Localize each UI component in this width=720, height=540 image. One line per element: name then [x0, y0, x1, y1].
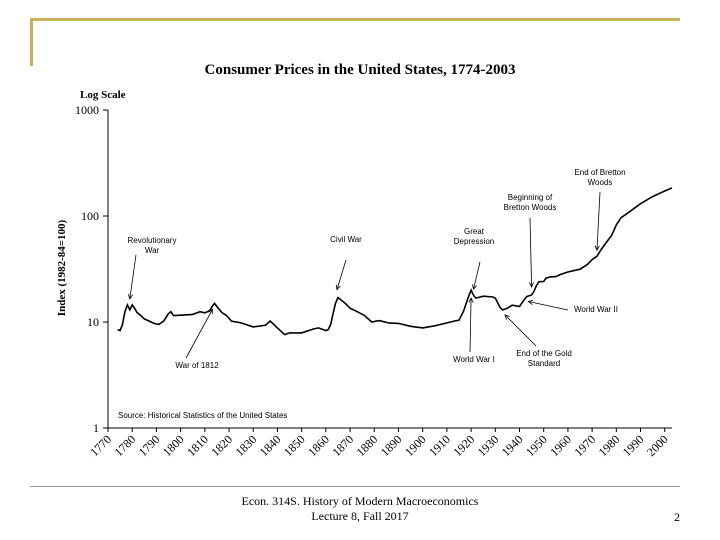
page-number: 2: [674, 510, 680, 524]
annotation-pointer: [528, 301, 569, 311]
x-tick-label: 1770: [87, 432, 114, 459]
annotation-label: Standard: [528, 359, 560, 368]
x-tick-label: 1900: [402, 432, 429, 459]
annotation-arrowhead: [504, 314, 510, 320]
x-tick-label: 1930: [475, 432, 502, 459]
annotation-pointer: [185, 309, 213, 359]
annotation-arrowhead: [335, 284, 341, 291]
x-tick-label: 1810: [184, 432, 211, 459]
x-tick-label: 1780: [111, 432, 138, 459]
annotation-label: Civil War: [330, 235, 362, 244]
footer: Econ. 314S. History of Modern Macroecono…: [0, 494, 720, 524]
x-tick-label: 1890: [378, 432, 405, 459]
x-tick-label: 1990: [620, 432, 647, 459]
x-tick-label: 1910: [426, 432, 453, 459]
x-tick-label: 1790: [136, 432, 163, 459]
footer-divider: [30, 486, 680, 487]
annotation-pointer: [529, 217, 533, 287]
x-tick-label: 1830: [232, 432, 259, 459]
x-tick-label: 1920: [450, 432, 477, 459]
y-tick-label: 10: [87, 315, 99, 329]
annotation-label: Revolutionary: [128, 236, 177, 245]
decor-bar-horizontal: [30, 18, 680, 21]
y-tick-label: 1: [93, 421, 99, 435]
annotation-pointer: [596, 191, 601, 251]
x-tick-label: 1870: [329, 432, 356, 459]
annotation-pointer: [469, 298, 472, 353]
x-tick-label: 1800: [160, 432, 187, 459]
x-tick-label: 1940: [499, 432, 526, 459]
annotation-label: World War II: [574, 305, 618, 314]
annotation-pointer: [473, 261, 481, 290]
y-tick-label: 100: [81, 209, 99, 223]
annotation-arrowhead: [527, 299, 534, 305]
annotation-label: World War I: [453, 355, 495, 364]
annotation-label: End of Bretton: [574, 168, 625, 177]
x-tick-label: 1850: [281, 432, 308, 459]
annotation-arrowhead: [594, 245, 600, 252]
annotation-label: End of the Gold: [516, 349, 572, 358]
source-note: Source: Historical Statistics of the Uni…: [118, 411, 287, 420]
chart: Consumer Prices in the United States, 17…: [56, 62, 673, 459]
x-tick-label: 1960: [547, 432, 574, 459]
footer-course: Econ. 314S. History of Modern Macroecono…: [241, 494, 479, 508]
annotation-label: Woods: [588, 178, 613, 187]
annotation-pointer: [504, 314, 537, 347]
x-tick-label: 1840: [257, 432, 284, 459]
series-line: [117, 187, 673, 336]
annotation-arrowhead: [528, 282, 535, 288]
x-tick-label: 1970: [571, 432, 598, 459]
annotation-label: Bretton Woods: [504, 203, 557, 212]
chart-title: Consumer Prices in the United States, 17…: [205, 62, 516, 78]
annotation-label: Great: [464, 227, 485, 236]
x-tick-label: 1950: [523, 432, 550, 459]
annotation-arrowhead: [208, 308, 213, 315]
annotation-arrowhead: [468, 297, 474, 303]
x-tick-label: 1860: [305, 432, 332, 459]
x-tick-label: 1880: [354, 432, 381, 459]
x-tick-label: 1980: [596, 432, 623, 459]
annotation-arrowhead: [472, 284, 477, 291]
annotation-label: Beginning of: [508, 193, 553, 202]
annotation-label: Depression: [454, 237, 494, 246]
log-scale-label: Log Scale: [80, 89, 126, 101]
decor-bar-vertical: [30, 18, 33, 66]
x-tick-label: 1820: [208, 432, 235, 459]
annotation-pointer: [336, 259, 347, 290]
y-axis-label: Index (1982-84=100): [56, 219, 68, 316]
annotation-label: War: [145, 246, 160, 255]
annotation-label: War of 1812: [175, 361, 219, 370]
annotation-pointer: [129, 254, 137, 299]
y-tick-label: 1000: [75, 103, 99, 117]
x-tick-label: 2000: [644, 432, 671, 459]
annotation-arrowhead: [127, 294, 133, 300]
footer-lecture: Lecture 8, Fall 2017: [311, 509, 409, 523]
